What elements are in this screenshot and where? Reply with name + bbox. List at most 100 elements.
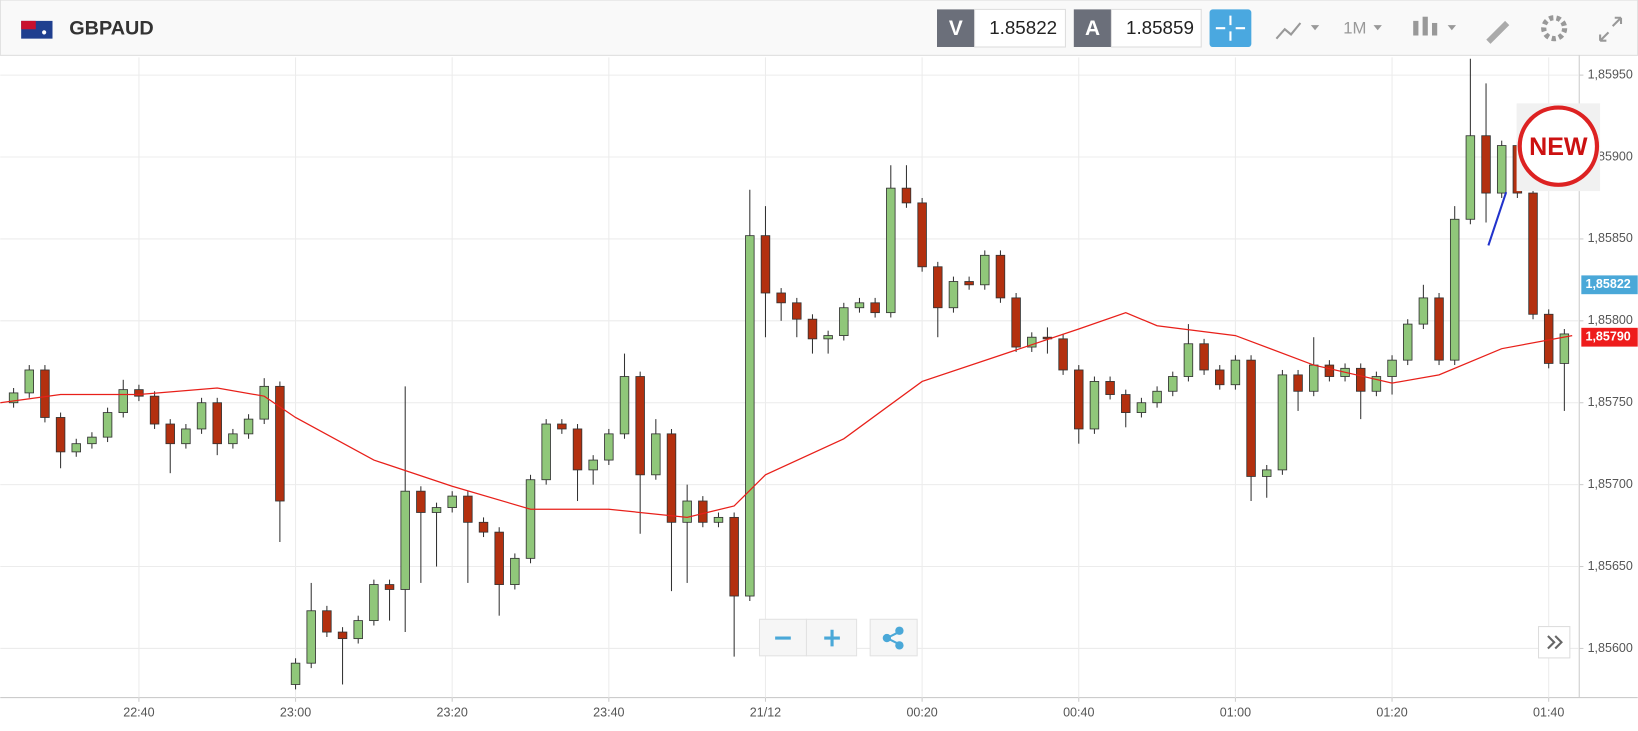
candle-body	[745, 235, 755, 597]
candle-body	[322, 610, 332, 633]
candle-body	[353, 620, 363, 640]
candle-body	[1152, 390, 1162, 404]
candle-body	[1434, 297, 1444, 361]
candle-body	[995, 254, 1006, 299]
candle-body	[1105, 381, 1115, 395]
candle-body	[870, 302, 880, 314]
candle-body	[839, 307, 849, 336]
candle-body	[1058, 338, 1068, 371]
x-tick-label: 01:40	[1533, 706, 1564, 720]
candle-body	[40, 369, 50, 418]
candle-body	[933, 266, 943, 309]
candle-body	[729, 516, 739, 597]
candle-body	[635, 376, 645, 476]
crosshair-button[interactable]	[1209, 9, 1252, 47]
candle-body	[964, 281, 974, 286]
candle-body	[651, 433, 661, 476]
candle-body	[1246, 359, 1256, 477]
candle-body	[290, 662, 301, 685]
candle-body	[792, 302, 802, 320]
candle-body	[666, 433, 677, 523]
y-tick-label: 1,85750	[1588, 395, 1633, 409]
candle-body	[776, 292, 786, 304]
scroll-right-button[interactable]	[1537, 626, 1571, 659]
candle-body	[384, 584, 395, 590]
candle-body	[854, 302, 865, 309]
candle-body	[228, 433, 238, 445]
candle-body	[619, 376, 630, 435]
y-tick-label: 1,85700	[1588, 477, 1633, 491]
chart-type-button[interactable]	[1275, 22, 1320, 40]
candle-body	[1293, 374, 1303, 392]
ask-box	[1110, 8, 1202, 48]
new-badge[interactable]: NEW	[1516, 103, 1601, 192]
price-marker	[1581, 327, 1638, 347]
candle-body	[337, 631, 348, 640]
ask-button[interactable]	[1073, 9, 1112, 47]
share-button[interactable]	[869, 618, 918, 657]
candle-body	[1168, 376, 1178, 392]
ask-price: 1.85859	[1126, 17, 1194, 38]
candle-body	[118, 389, 128, 413]
candle-body	[196, 402, 207, 430]
candle-body	[1528, 192, 1538, 315]
moving-average	[0, 311, 1573, 519]
candle-body	[369, 584, 379, 622]
price-marker-label: 1,85790	[1586, 330, 1631, 344]
candle-body	[87, 436, 97, 445]
candle-body	[588, 459, 598, 471]
candle-body	[259, 385, 269, 420]
candle-body	[1215, 369, 1225, 386]
zoom-out-button[interactable]	[758, 618, 807, 657]
candle-body	[604, 433, 614, 461]
candle-body	[1136, 402, 1147, 413]
zoom-in-button[interactable]	[805, 618, 858, 657]
symbol: GBPAUD	[69, 17, 153, 39]
candle-body	[1371, 376, 1382, 392]
fullscreen-button[interactable]	[1599, 16, 1623, 42]
candle-body	[1074, 369, 1084, 430]
candles-button[interactable]	[1413, 16, 1457, 36]
candle-body	[807, 318, 818, 340]
candle-body	[557, 423, 567, 430]
candle-body	[463, 495, 473, 523]
candle-body	[1387, 359, 1397, 377]
candle-body	[510, 557, 520, 585]
candle-body	[1262, 469, 1272, 477]
candle-body	[1121, 394, 1131, 413]
timeframe[interactable]: 1M	[1343, 19, 1366, 38]
candle-body	[1355, 367, 1366, 392]
candle-body	[1496, 145, 1507, 194]
x-tick-label: 21/12	[750, 706, 781, 720]
flag-icon	[21, 20, 53, 39]
candle-body	[1559, 333, 1570, 364]
candle-body	[71, 443, 81, 453]
plot-area: 1,85600 1,85650 1,85700 1,85750 1,85800 1,858…	[0, 57, 1638, 720]
price-marker-label: 1,85822	[1586, 277, 1631, 291]
candle-body	[1011, 297, 1021, 348]
candle-body	[901, 187, 912, 204]
x-tick-label: 01:20	[1376, 706, 1407, 720]
x-tick-label: 23:00	[280, 706, 311, 720]
candle-body	[8, 392, 19, 404]
y-tick-label: 1,85950	[1588, 67, 1633, 81]
x-tick-label: 01:00	[1220, 706, 1251, 720]
candle-body	[1277, 374, 1288, 471]
candle-body	[572, 428, 583, 471]
candle-body	[1465, 135, 1476, 220]
candle-body	[1402, 323, 1413, 361]
candle-body	[1481, 135, 1491, 194]
bid-button[interactable]	[937, 9, 975, 47]
candle-body	[275, 385, 285, 502]
y-tick-label: 1,85800	[1588, 313, 1633, 327]
candle-body	[760, 235, 771, 294]
candle-body	[24, 369, 34, 394]
draw-button[interactable]	[1486, 20, 1510, 44]
candle-body	[1309, 364, 1319, 392]
candle-body	[1199, 343, 1209, 371]
candle-body	[948, 281, 959, 309]
candle-body	[1418, 297, 1429, 325]
settings-button[interactable]	[1541, 15, 1568, 42]
candle-body	[55, 417, 66, 453]
